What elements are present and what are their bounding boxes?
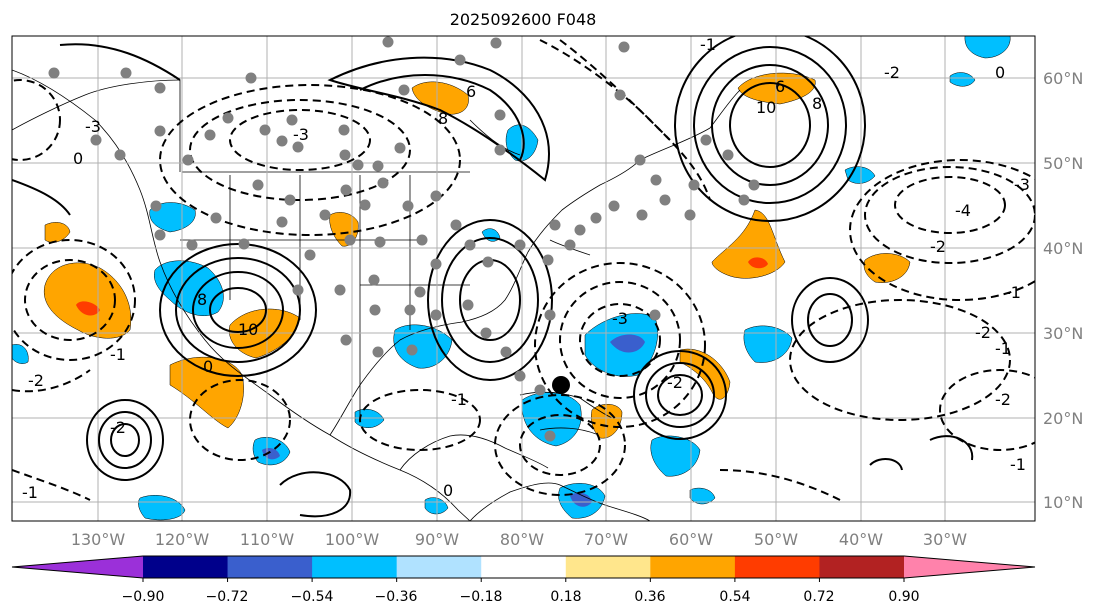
colorbar-tick-label: 0.54 [719,589,750,605]
negative-shade-core [570,492,592,507]
colorbar-segment [650,556,736,578]
colorbar-tick-label: 0.18 [550,589,581,605]
contour-label: -2 [975,323,991,342]
negative-shade [964,36,1011,59]
negative-shade [149,202,196,233]
contour-label: -1 [451,390,467,409]
longitude-labels: 130°W 120°W 110°W 100°W 90°W 80°W 70°W 6… [71,530,967,549]
latitude-labels: 10°N 20°N 30°N 40°N 50°N 60°N [1043,69,1083,512]
colorbar-segment [396,556,482,578]
lat-label: 10°N [1043,493,1083,512]
lat-label: 40°N [1043,239,1083,258]
contour-label: 8 [812,94,822,113]
contour-label: -1 [22,483,38,502]
contour-label: 10 [238,320,258,339]
contour-labels: -3 6 8 6 10 8 -4 -2 -1 -2 -1 -2 -3 0 -2 … [22,35,1030,502]
contour-label: -3 [1014,175,1030,194]
colorbar-segment [734,556,820,578]
colorbar-extend-high [904,556,1035,578]
contour-label: 8 [197,290,207,309]
contour-label: 0 [73,149,83,168]
lon-label: 130°W [71,530,126,549]
positive-shade-core [748,257,768,269]
contour-label: -2 [930,237,946,256]
lon-label: 120°W [155,530,210,549]
contour-label: -1 [1005,283,1021,302]
contour-label: 0 [995,63,1005,82]
lon-label: 110°W [240,530,295,549]
colorbar-tick-label: −0.36 [375,589,418,605]
contour-label: 8 [438,109,448,128]
contour-label: 10 [756,98,776,117]
negative-shade [743,325,793,363]
lat-label: 30°N [1043,324,1083,343]
lon-label: 80°W [500,530,544,549]
contour-label: 0 [443,481,453,500]
contour-label: -1 [700,35,716,54]
colorbar-segment [227,556,313,578]
colorbar-extend-low [12,556,143,578]
colorbar-tick-label: −0.18 [460,589,503,605]
station-markers [48,36,760,442]
contour-label: -2 [995,390,1011,409]
positive-shade [863,253,911,283]
lon-label: 50°W [754,530,798,549]
negative-shade [12,344,29,364]
contour-label: -2 [28,371,44,390]
lon-label: 30°W [923,530,967,549]
plot-title: 2025092600 F048 [450,10,597,29]
contour-label: -1 [995,339,1011,358]
colorbar-tick-label: 0.36 [634,589,665,605]
storm-center-marker [552,376,570,394]
colorbar-segment [481,556,567,578]
positive-shade [44,222,71,243]
contour-label: -1 [110,345,126,364]
positive-shade [591,404,623,439]
colorbar-segment [312,556,398,578]
contour-label: -4 [955,201,971,220]
contour-label: -1 [1010,455,1026,474]
lon-label: 70°W [584,530,628,549]
contour-label: -2 [110,418,126,437]
contour-label: 0 [203,357,213,376]
lon-label: 100°W [325,530,380,549]
lon-label: 40°W [839,530,883,549]
positive-shade-core [76,301,100,316]
contour-label: -3 [293,125,309,144]
colorbar-segments [11,555,1036,582]
lat-label: 20°N [1043,409,1083,428]
positive-shade [737,72,816,105]
colorbar-tick-label: 0.72 [803,589,834,605]
contour-label: -3 [612,309,628,328]
colorbar-segment [819,556,905,578]
lon-label: 90°W [415,530,459,549]
colorbar-tick-label: −0.90 [122,589,165,605]
negative-shade [138,495,186,521]
colorbar-tick-label: −0.72 [206,589,249,605]
positive-shade [711,209,786,279]
contour-label: 6 [775,77,785,96]
negative-shade [949,72,976,87]
colorbar-segment [143,556,229,578]
colorbar-segment [565,556,651,578]
colorbar-tick-label: −0.54 [291,589,334,605]
lon-label: 60°W [669,530,713,549]
negative-shade [650,435,701,477]
contour-label: 6 [466,82,476,101]
contour-label: -2 [884,63,900,82]
map-frame [11,35,1036,522]
solid-contours [12,36,974,518]
colorbar: −0.90 −0.72 −0.54 −0.36 −0.18 0.18 0.36 … [11,555,1036,605]
contour-label: -2 [667,373,683,392]
lat-label: 60°N [1043,69,1083,88]
dashed-contours [12,39,1035,501]
lat-label: 50°N [1043,154,1083,173]
colorbar-tick-labels: −0.90 −0.72 −0.54 −0.36 −0.18 0.18 0.36 … [122,589,920,605]
contour-label: -3 [85,117,101,136]
negative-shade [354,409,385,428]
negative-shade-core [610,334,645,353]
colorbar-tick-label: 0.90 [888,589,919,605]
coastlines [12,69,741,521]
